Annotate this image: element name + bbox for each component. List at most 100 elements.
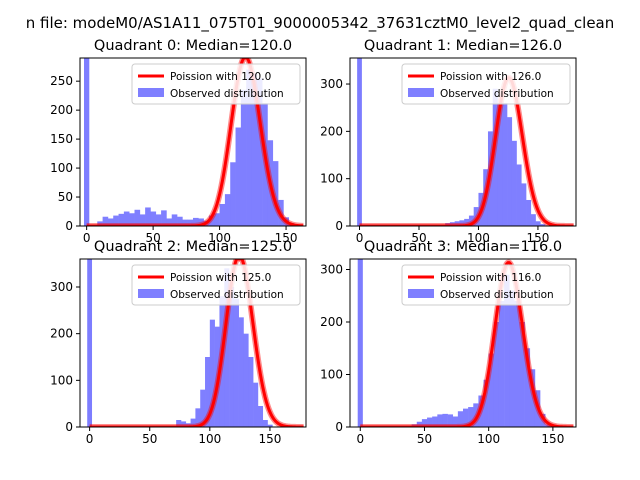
hist-bar	[432, 416, 438, 427]
hist-bar	[524, 348, 531, 427]
x-tick-label: 0	[83, 231, 91, 245]
axes-frame	[349, 57, 577, 227]
subplot-quadrant-0: 0 50 100 150 0 50 100 150 200 250 Quadrant 0: Medi…	[50, 38, 307, 245]
hist-bar	[473, 403, 479, 427]
subplot-quadrant-3: 0 50 100 150 0 100 200 300 Quadrant 3: Median=11…	[320, 239, 577, 446]
hist-bar	[454, 221, 460, 226]
y-tick-label: 200	[50, 103, 73, 117]
hist-bar	[233, 298, 239, 427]
hist-bar	[185, 423, 191, 427]
hist-bar	[230, 162, 236, 226]
legend-box	[131, 63, 301, 105]
hist-bar	[488, 353, 495, 427]
hist-bar	[272, 161, 279, 226]
y-tick-label: 150	[50, 132, 73, 146]
y-tick-label: 300	[320, 263, 343, 277]
y-tick-label: 100	[320, 368, 343, 382]
legend-label-poisson: Poission with 120.0	[170, 71, 271, 83]
subplot-title: Quadrant 1: Median=126.0	[364, 38, 562, 54]
hist-bar	[97, 221, 103, 226]
legend-bar-swatch	[138, 289, 164, 298]
y-tick-label: 200	[320, 124, 343, 138]
hist-bar	[256, 78, 263, 226]
hist-bar	[235, 127, 242, 226]
y-tick-label: 300	[320, 77, 343, 91]
hist-bar	[180, 421, 187, 427]
hist-bar	[102, 216, 109, 226]
hist-bar	[118, 213, 125, 226]
hist-bar	[540, 413, 546, 427]
hist-bar	[545, 424, 551, 427]
hist-bar	[246, 69, 252, 226]
hist-bar	[134, 209, 141, 226]
x-tick-label: 0	[356, 432, 364, 446]
y-tick-label: 250	[50, 74, 73, 88]
legend-box	[401, 264, 571, 306]
poisson-curve	[360, 261, 574, 427]
hist-bar	[416, 421, 423, 427]
x-tick-label: 0	[86, 432, 94, 446]
hist-bar	[459, 220, 465, 226]
y-tick-label: 50	[58, 190, 73, 204]
hist-bar	[511, 140, 517, 226]
hist-bar	[535, 221, 541, 226]
hist-bar	[123, 211, 130, 226]
hist-bar	[262, 420, 268, 427]
y-tick-label: 300	[50, 280, 73, 294]
hist-bar	[219, 203, 226, 226]
spike-bar	[357, 259, 363, 427]
hist-bar	[492, 88, 498, 226]
x-tick-label: 50	[145, 231, 160, 245]
poisson-curve	[359, 76, 574, 226]
hist-bar	[229, 287, 235, 427]
hist-bar	[238, 317, 244, 427]
legend-label-observed: Observed distribution	[440, 289, 554, 301]
hist-bar	[182, 219, 188, 226]
hist-bar	[205, 357, 211, 427]
axes-frame	[349, 258, 577, 428]
figure-title: n file: modeM0/AS1A11_075T01_9000005342_…	[26, 14, 615, 33]
hist-bar	[171, 214, 178, 226]
x-tick-label: 150	[526, 231, 549, 245]
plot-area	[357, 259, 576, 427]
hist-bar	[519, 322, 525, 427]
hist-bar	[190, 418, 196, 427]
hist-bar	[214, 213, 220, 226]
spike-bar	[83, 58, 90, 226]
legend-label-observed: Observed distribution	[170, 88, 284, 100]
legend-label-poisson: Poission with 125.0	[170, 272, 271, 284]
hist-bar	[224, 268, 230, 427]
x-tick-label: 150	[275, 231, 298, 245]
hist-bar	[129, 213, 135, 226]
hist-bar	[187, 219, 194, 226]
hist-bar	[107, 218, 114, 226]
hist-bar	[113, 215, 119, 226]
hist-bar	[493, 322, 500, 427]
hist-bar	[540, 224, 546, 226]
legend-label-observed: Observed distribution	[170, 289, 284, 301]
legend-bar-swatch	[408, 88, 434, 97]
spike-bar	[87, 259, 93, 427]
hist-bar	[463, 408, 469, 427]
hist-bar	[473, 207, 479, 226]
hist-bar	[150, 211, 157, 226]
hist-bar	[248, 357, 254, 427]
subplot-quadrant-1: 0 50 100 150 0 100 200 300 Quadrant 1: Median=12…	[320, 38, 577, 245]
legend-box	[131, 264, 301, 306]
legend-label-observed: Observed distribution	[440, 88, 554, 100]
subplots: 0 50 100 150 0 50 100 150 200 250 Quadrant 0: Medi…	[50, 38, 577, 446]
x-tick-label: 50	[411, 231, 426, 245]
y-tick-label: 0	[65, 219, 73, 233]
subplot-title: Quadrant 0: Median=120.0	[94, 38, 292, 54]
hist-bar	[176, 420, 182, 427]
hist-bar	[139, 214, 146, 226]
hist-bar	[447, 414, 454, 427]
hist-bar	[161, 210, 167, 226]
subplot-title: Quadrant 2: Median=125.0	[94, 239, 292, 255]
x-tick-label: 0	[356, 231, 364, 245]
hist-bar	[262, 103, 268, 226]
hist-bar	[529, 369, 536, 427]
subplot-quadrant-2: 0 50 100 150 0 100 200 300 Quadrant 2: Median=12…	[50, 239, 307, 446]
hist-bar	[509, 290, 515, 427]
hist-bar	[442, 413, 448, 427]
